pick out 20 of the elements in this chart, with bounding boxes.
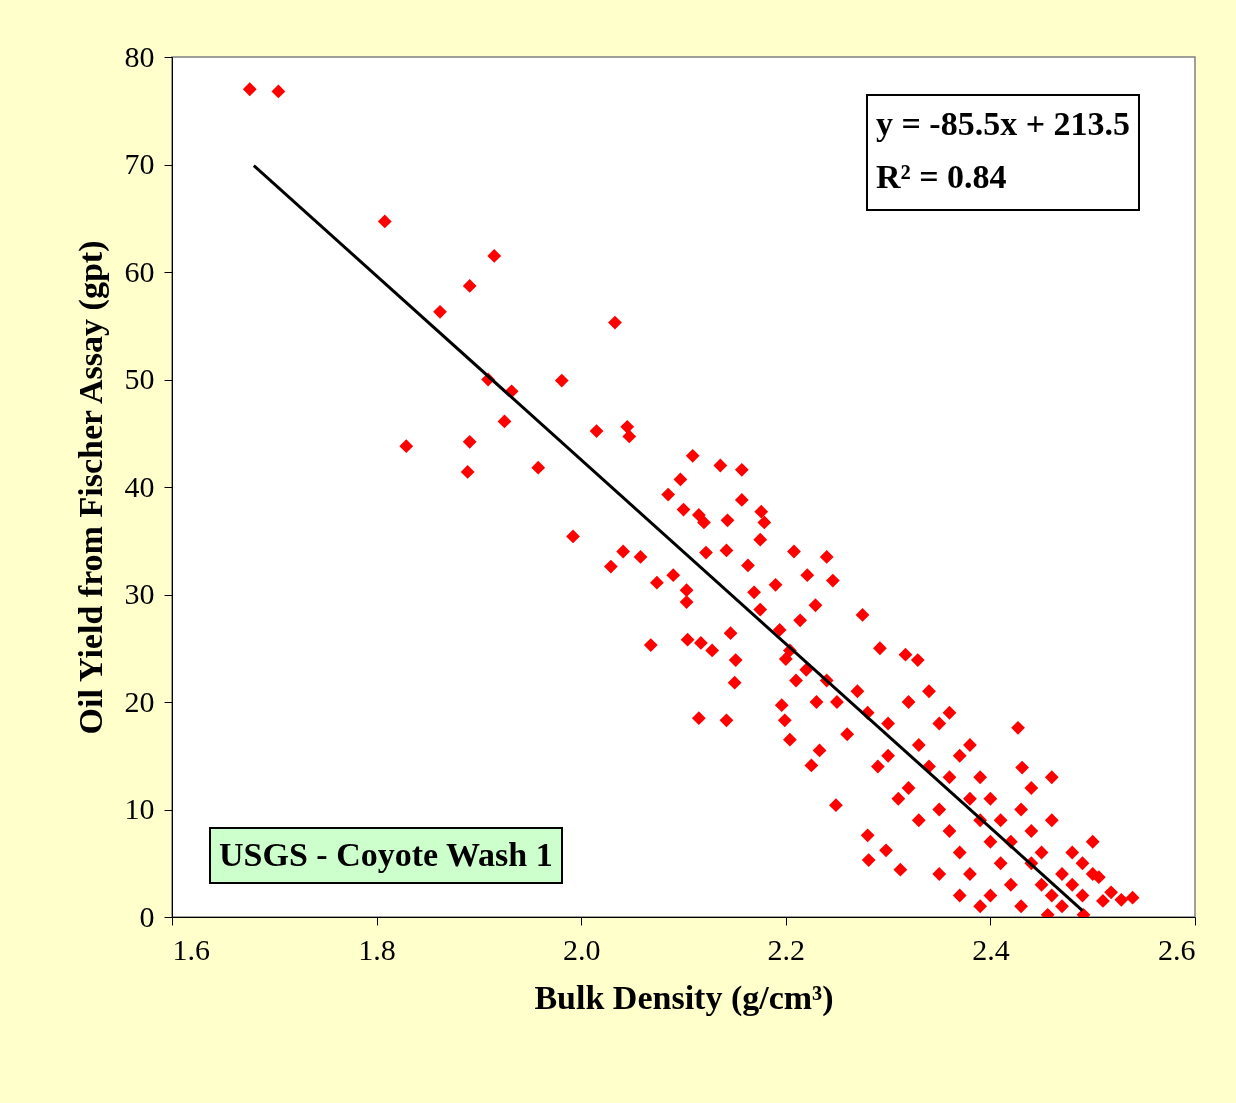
annotation: R² = 0.84 xyxy=(876,156,1008,197)
x-tick-label: 1.6 xyxy=(172,932,210,966)
y-tick-label: 30 xyxy=(124,577,155,610)
x-tick-label: 2.2 xyxy=(767,932,806,966)
annotation: y = -85.5x + 213.5 xyxy=(876,104,1131,144)
x-tick-label: 2.4 xyxy=(972,932,1010,966)
x-axis-title: Bulk Density (g/cm³) xyxy=(534,978,834,1017)
y-tick-label: 0 xyxy=(139,899,155,933)
x-tick-label: 2.6 xyxy=(1158,932,1196,966)
y-axis-title: Oil Yield from Fischer Assay (gpt) xyxy=(71,240,110,735)
y-tick-label: 80 xyxy=(124,39,155,73)
x-tick-label: 2.0 xyxy=(562,932,601,966)
y-tick-label: 70 xyxy=(124,147,155,180)
y-tick-label: 40 xyxy=(124,469,155,503)
annotation: USGS - Coyote Wash 1 xyxy=(219,835,553,875)
y-tick-label: 20 xyxy=(124,684,155,718)
y-tick-label: 10 xyxy=(124,792,155,825)
y-tick-label: 50 xyxy=(124,362,155,395)
x-tick-label: 1.8 xyxy=(358,932,396,966)
y-tick-label: 60 xyxy=(124,254,155,288)
